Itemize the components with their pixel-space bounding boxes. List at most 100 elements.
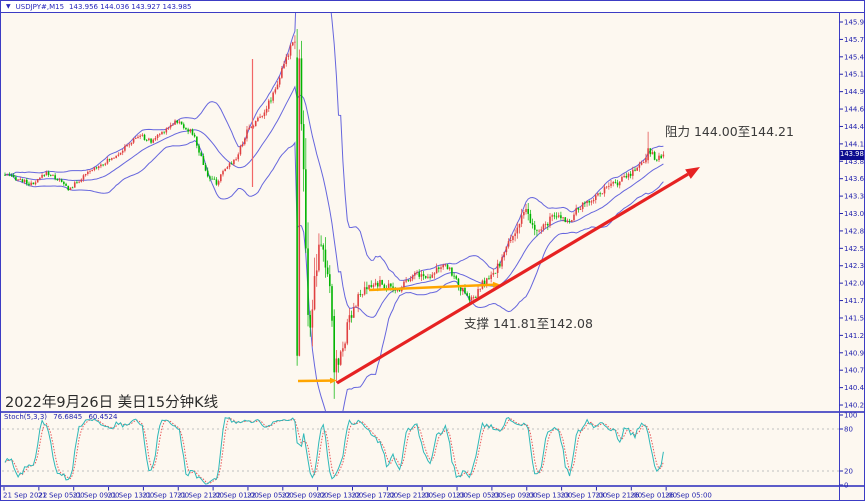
candle-body — [516, 227, 519, 234]
candle-body — [10, 175, 13, 176]
candle-body — [557, 215, 560, 217]
candle-body — [518, 223, 521, 228]
candle-body — [178, 121, 181, 123]
candle-body — [568, 220, 571, 222]
candle-body — [357, 294, 359, 307]
candle-body — [265, 108, 268, 113]
price-axis-label: 141.785 — [844, 297, 865, 305]
candle-body — [459, 287, 462, 292]
candle-body — [592, 199, 595, 202]
candle-body — [252, 126, 255, 128]
candle-body — [226, 167, 229, 169]
time-axis-label: 23 Sep 21:00 — [595, 492, 642, 500]
candle-body — [161, 131, 163, 135]
candle-body — [350, 315, 353, 318]
candle-body — [300, 58, 303, 125]
candle-body — [237, 154, 240, 160]
candle-body — [204, 164, 207, 171]
candle-body — [302, 124, 305, 170]
candle-body — [196, 136, 198, 146]
candle-body — [438, 267, 440, 269]
candle-body — [640, 162, 643, 165]
stoch-axis-label: 20 — [844, 468, 853, 476]
candle-body — [163, 131, 165, 133]
candlesticks — [4, 28, 665, 399]
candle-body — [8, 174, 11, 176]
candle-body — [616, 182, 619, 186]
candle-body — [294, 41, 296, 43]
bollinger-bands — [4, 13, 664, 411]
support-mid-line-head — [492, 281, 500, 288]
main-stoch-divider[interactable] — [1, 411, 865, 413]
candle-body — [281, 68, 283, 78]
candle-body — [649, 148, 652, 155]
candle-body — [577, 208, 580, 210]
candle-body — [594, 195, 597, 200]
uptrend-arrow[interactable] — [336, 172, 689, 385]
candle-body — [429, 276, 431, 278]
time-axis-label: 22 Sep 05:00 — [247, 492, 294, 500]
candle-body — [209, 176, 211, 179]
support-mid-line[interactable] — [368, 283, 494, 292]
candle-body — [383, 284, 386, 289]
candle-body — [267, 100, 270, 109]
candle-body — [182, 124, 185, 128]
candle-body — [455, 276, 458, 279]
candle-body — [257, 117, 259, 121]
candle-body — [298, 58, 301, 356]
candle-body — [104, 163, 107, 165]
candle-body — [435, 267, 438, 274]
candle-body — [248, 127, 250, 130]
candle-body — [270, 100, 272, 102]
candle-body — [359, 294, 362, 296]
candle-body — [187, 129, 189, 132]
price-axis-label: 140.995 — [844, 349, 865, 357]
candle-body — [141, 134, 144, 136]
candle-body — [220, 174, 222, 182]
candle-body — [233, 159, 235, 165]
candle-body — [135, 137, 137, 139]
candle-body — [363, 287, 366, 295]
candle-body — [660, 155, 662, 159]
price-axis-label: 145.460 — [844, 53, 865, 61]
candle-body — [571, 220, 573, 222]
dropdown-arrow-icon[interactable]: ▼ — [6, 2, 11, 10]
stochastic-signal-line — [4, 417, 664, 484]
support-low-line-head — [329, 377, 337, 384]
candle-body — [614, 182, 617, 183]
candle-body — [15, 177, 17, 181]
candle-body — [69, 187, 72, 191]
candle-body — [342, 348, 344, 352]
candle-body — [156, 134, 159, 139]
bollinger-upper-band — [4, 13, 664, 281]
candle-body — [180, 121, 183, 125]
candle-body — [26, 179, 28, 184]
candle-body — [222, 171, 224, 175]
chart-caption: 2022年9月26日 美日15分钟K线 — [5, 395, 219, 411]
candle-body — [396, 290, 399, 291]
candle-body — [309, 314, 311, 328]
candle-body — [108, 159, 111, 160]
candle-body — [496, 263, 499, 273]
candle-body — [376, 282, 379, 287]
candle-body — [444, 264, 447, 266]
candle-body — [91, 170, 93, 171]
price-axis-label: 145.720 — [844, 36, 865, 44]
candle-body — [36, 179, 39, 183]
candle-body — [390, 283, 392, 287]
candle-body — [215, 179, 218, 185]
candle-body — [645, 157, 647, 163]
candle-body — [261, 116, 264, 117]
candle-body — [549, 216, 551, 226]
candle-body — [485, 278, 488, 285]
candle-body — [420, 274, 423, 277]
candle-body — [427, 276, 429, 278]
candle-body — [477, 289, 479, 298]
time-axis-label: 23 Sep 17:00 — [561, 492, 608, 500]
candle-body — [239, 146, 242, 155]
candle-body — [80, 179, 83, 182]
candle-body — [588, 201, 591, 203]
price-axis-label: 145.195 — [844, 71, 865, 79]
candle-body — [189, 129, 192, 132]
